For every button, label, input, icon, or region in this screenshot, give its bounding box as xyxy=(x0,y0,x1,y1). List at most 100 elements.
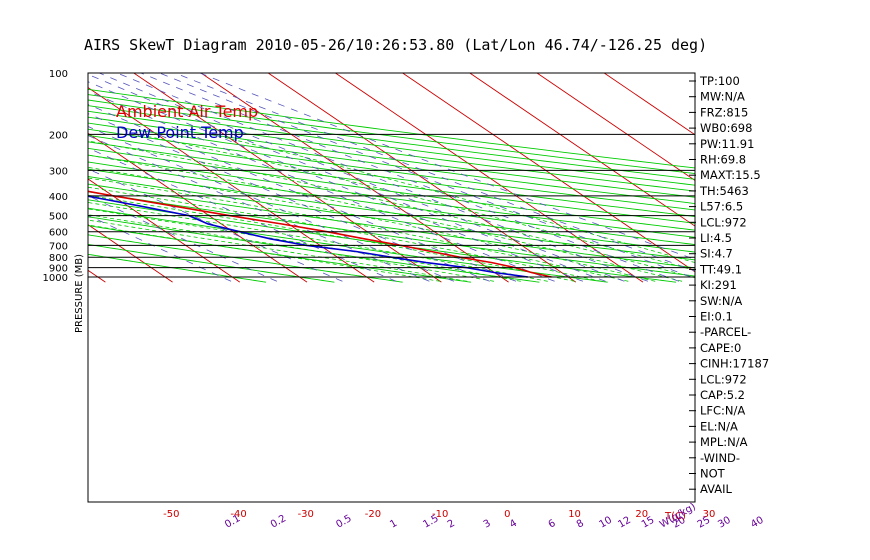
isotherm-line xyxy=(88,178,241,283)
bottom-temp-tick-label: 0 xyxy=(504,509,510,520)
isotherm-line xyxy=(200,73,509,283)
mixing-ratio-tick-label: 0.5 xyxy=(334,513,353,530)
moist-adiabat-line xyxy=(88,194,575,282)
mixing-ratio-tick-label: 6 xyxy=(547,518,558,531)
bottom-temp-tick-label: -40 xyxy=(230,509,246,520)
moist-adiabat-line xyxy=(88,186,602,282)
mixing-ratio-line xyxy=(159,73,695,279)
bottom-temp-tick-label: -20 xyxy=(365,509,381,520)
bottom-temperature-tick-labels: -50 -40 -30 -20 -10 0 10 20 30 xyxy=(163,509,715,520)
index-value: MPL:N/A xyxy=(700,435,748,449)
isotherm-line xyxy=(603,73,695,136)
index-value: KI:291 xyxy=(700,278,737,292)
moist-adiabat-line xyxy=(88,166,656,282)
pressure-tick-label: 200 xyxy=(49,130,68,141)
moist-adiabat-line xyxy=(88,224,441,282)
mixing-ratio-tick-label: 12 xyxy=(616,515,633,531)
mixing-ratio-line xyxy=(88,81,584,282)
index-value: SW:N/A xyxy=(700,294,742,308)
moist-adiabat-line xyxy=(88,214,494,282)
dry-adiabat-line xyxy=(88,225,472,283)
mixing-ratio-line xyxy=(88,195,278,282)
x-axis-label: T(C) xyxy=(664,511,686,522)
index-value: FRZ:815 xyxy=(700,105,748,119)
isotherm-line xyxy=(88,224,173,283)
index-value: TH:5463 xyxy=(699,184,749,198)
dry-adiabat-line xyxy=(88,94,695,175)
mixing-ratio-tick-label: 30 xyxy=(716,515,733,531)
plot-frame xyxy=(87,72,696,503)
index-value: LFC:N/A xyxy=(700,404,745,418)
index-value: SI:4.7 xyxy=(700,247,733,261)
index-value: CAPE:0 xyxy=(700,341,741,355)
index-value: EI:0.1 xyxy=(700,310,733,324)
index-value: MAXT:15.5 xyxy=(700,168,761,182)
dry-adiabat-line xyxy=(88,199,677,283)
index-value: L57:6.5 xyxy=(700,200,743,214)
mixing-ratio-line xyxy=(88,73,606,282)
index-value: MW:N/A xyxy=(700,90,745,104)
moist-adiabat-line xyxy=(88,177,629,282)
mixing-ratio-line xyxy=(199,73,695,260)
index-value: NOT xyxy=(700,467,726,481)
moist-adiabat-line xyxy=(137,134,695,271)
dry-adiabat-line xyxy=(88,147,695,231)
pressure-tick-label: 700 xyxy=(49,241,68,252)
pressure-tick-label: 600 xyxy=(49,228,68,239)
isotherm-line xyxy=(468,73,695,227)
pressure-tick-label: 100 xyxy=(49,69,68,80)
isotherm-line xyxy=(88,87,375,283)
mixing-ratio-tick-label: 8 xyxy=(575,518,586,531)
bottom-temp-tick-label: 20 xyxy=(635,509,648,520)
mixing-ratio-tick-label: 3 xyxy=(482,518,493,531)
pressure-tick-label: 1000 xyxy=(43,273,68,284)
index-value: CINH:17187 xyxy=(700,357,769,371)
mixing-ratio-line xyxy=(88,113,490,282)
mixing-ratio-line xyxy=(88,147,397,282)
bottom-temp-tick-label: 10 xyxy=(568,509,581,520)
dry-adiabat-line xyxy=(88,105,695,186)
dry-adiabat-line xyxy=(88,168,695,253)
dry-adiabat-line xyxy=(88,161,695,246)
moist-adiabat-line xyxy=(88,208,521,282)
moist-adiabat-lines xyxy=(88,134,695,282)
isotherm-line xyxy=(401,73,695,273)
bottom-temp-tick-label: -10 xyxy=(432,509,448,520)
dry-adiabat-line xyxy=(88,116,695,198)
isotherm-line xyxy=(0,68,38,282)
index-value: TP:100 xyxy=(699,74,740,88)
index-value: LCL:972 xyxy=(700,372,747,386)
mixing-ratio-tick-label: 1 xyxy=(388,518,399,531)
chart-title: AIRS SkewT Diagram 2010-05-26/10:26:53.8… xyxy=(84,36,707,54)
bottom-temp-tick-label: -30 xyxy=(298,509,314,520)
mixing-ratio-tick-label: 4 xyxy=(508,518,519,531)
index-value: -WIND- xyxy=(700,451,740,465)
index-value: RH:69.8 xyxy=(700,153,746,167)
bottom-temp-tick-label: -50 xyxy=(163,509,179,520)
mixing-ratio-tick-label: 2 xyxy=(446,518,457,531)
moist-adiabat-line xyxy=(88,202,548,282)
mixing-ratio-line xyxy=(174,73,695,272)
dry-adiabat-line xyxy=(88,134,695,218)
pressure-tick-label: 900 xyxy=(49,264,68,275)
pressure-tick-label: 800 xyxy=(49,253,68,264)
mixing-ratio-line xyxy=(88,103,517,282)
dry-adiabat-line xyxy=(88,128,695,211)
dry-adiabat-line xyxy=(88,99,695,180)
index-value: WB0:698 xyxy=(700,121,752,135)
mixing-ratio-line xyxy=(88,90,555,282)
mixing-ratio-line xyxy=(88,214,232,282)
index-value: EL:N/A xyxy=(700,419,738,433)
dry-adiabat-line xyxy=(88,122,695,205)
isotherm-line xyxy=(536,73,695,181)
index-value: TT:49.1 xyxy=(699,262,742,276)
legend-air-temp: Ambient Air Temp xyxy=(116,102,258,121)
isotherm-line xyxy=(88,132,308,283)
pressure-tick-label: 500 xyxy=(49,212,68,223)
index-value: PW:11.91 xyxy=(700,137,754,151)
index-value: -PARCEL- xyxy=(700,325,751,339)
mixing-ratio-tick-label: 10 xyxy=(598,515,615,531)
